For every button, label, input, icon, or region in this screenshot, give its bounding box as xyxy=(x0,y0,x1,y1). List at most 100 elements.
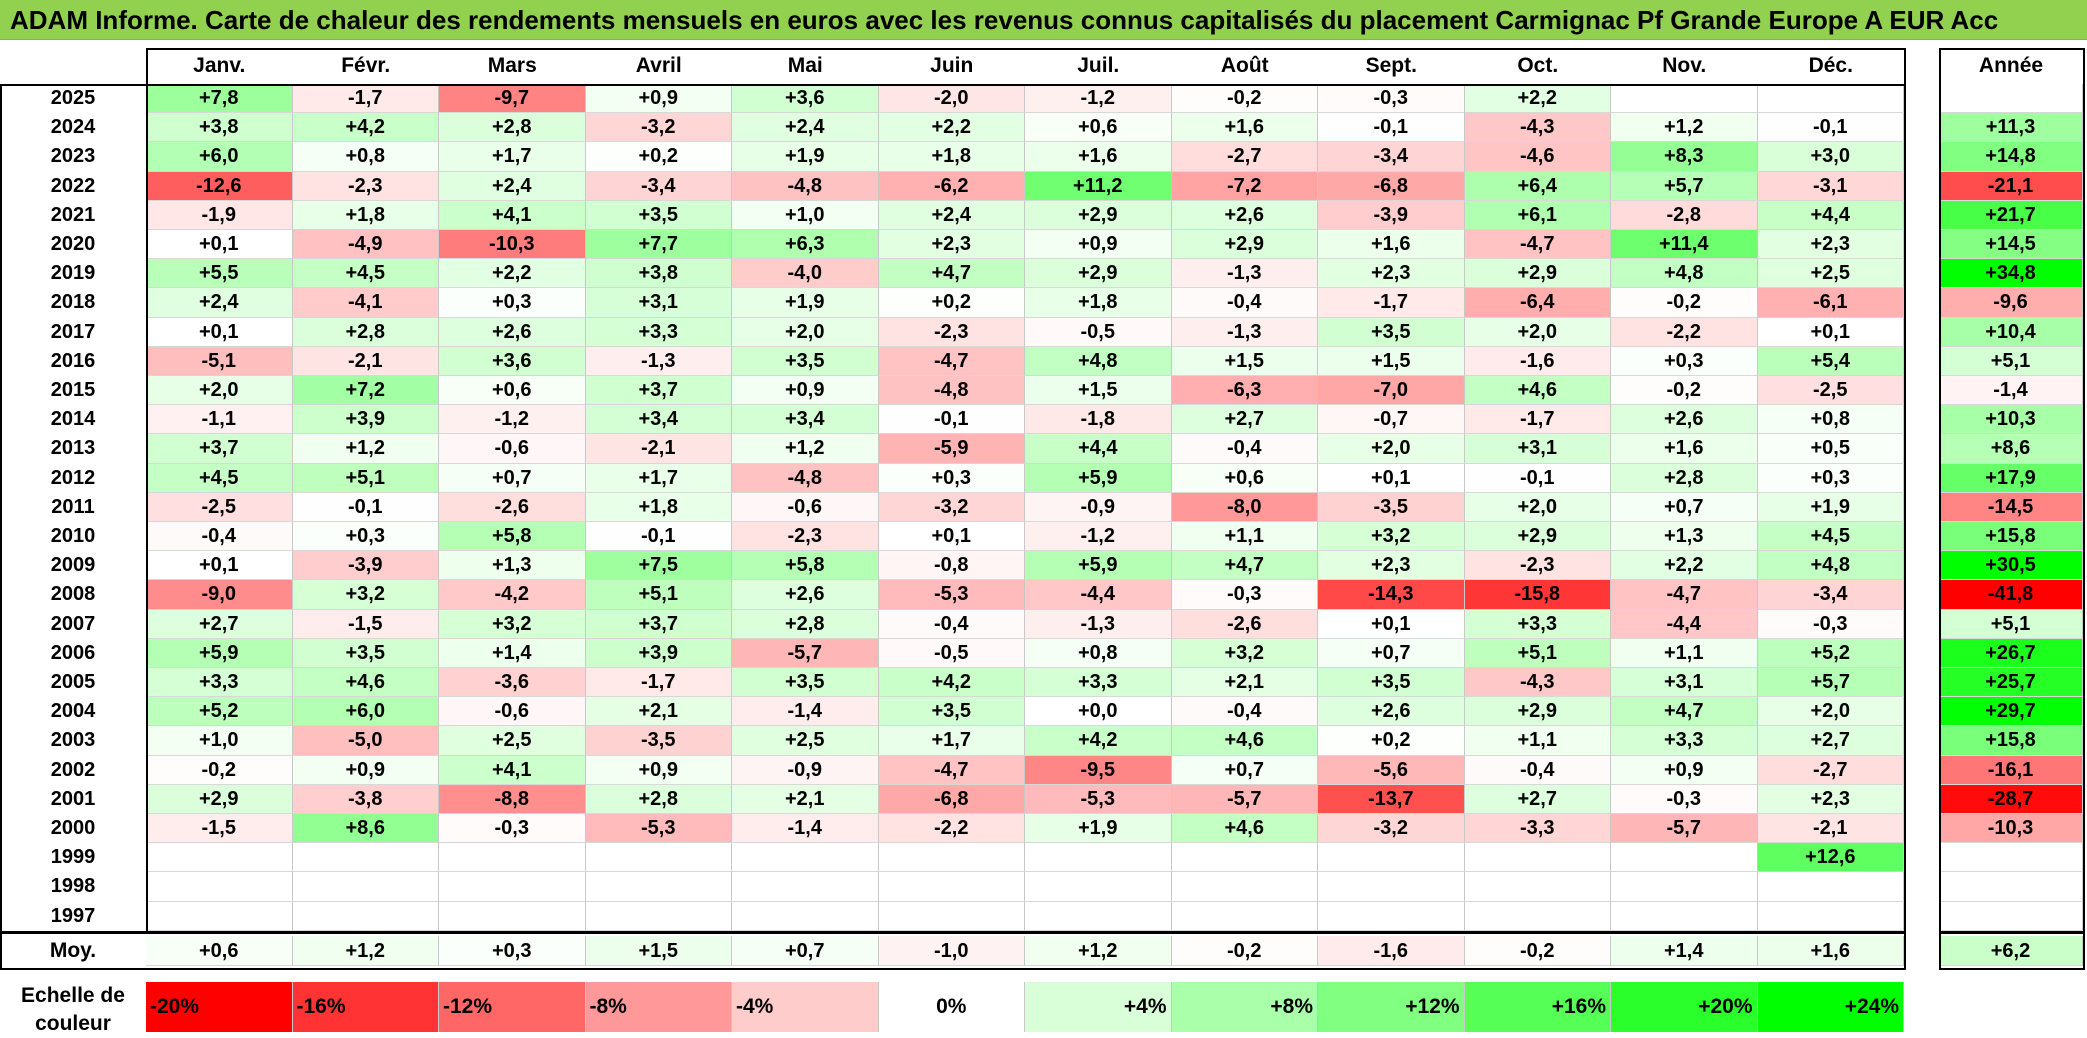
heatmap-cell: -2,1 xyxy=(1757,814,1904,844)
month-header: Août xyxy=(1220,54,1269,77)
heatmap-cell: +0,9 xyxy=(732,376,879,406)
annual-cell: -41,8 xyxy=(1939,580,2083,610)
year-label: 2006 xyxy=(50,641,96,664)
heatmap-cell: +0,5 xyxy=(1757,434,1904,464)
heatmap-cell: +1,8 xyxy=(292,200,439,230)
year-label: 2013 xyxy=(50,437,96,460)
heatmap-cell: -1,7 xyxy=(1464,405,1611,435)
heatmap-cell: +12,6 xyxy=(1757,843,1904,873)
heatmap-cell: -1,3 xyxy=(1171,317,1318,347)
heatmap-cell: +2,6 xyxy=(1318,697,1465,727)
heatmap-cell: +0,7 xyxy=(1611,492,1758,522)
year-label: 2000 xyxy=(50,817,96,839)
annual-cell: -10,3 xyxy=(1939,814,2083,844)
month-header: Oct. xyxy=(1517,54,1559,77)
heatmap-cell: +3,0 xyxy=(1757,142,1904,172)
heatmap-cell: +1,9 xyxy=(732,288,879,318)
heatmap-cell: +5,8 xyxy=(439,522,586,552)
heatmap-cell xyxy=(732,843,879,873)
heatmap-cell: -2,6 xyxy=(439,492,586,522)
heatmap-cell: -13,7 xyxy=(1318,784,1465,814)
heatmap-cell: +1,5 xyxy=(1025,376,1172,406)
heatmap-cell: +3,9 xyxy=(585,638,732,668)
annual-cell: -21,1 xyxy=(1939,171,2083,201)
heatmap-cell: +4,6 xyxy=(1171,726,1318,756)
heatmap-cell: +3,7 xyxy=(585,376,732,406)
heatmap-cell: +4,7 xyxy=(1171,551,1318,581)
heatmap-cell: -1,5 xyxy=(146,814,293,844)
heatmap-cell: +3,7 xyxy=(146,434,293,464)
year-label: 2011 xyxy=(51,495,95,518)
heatmap-cell: +1,0 xyxy=(146,726,293,756)
annual-cell: +21,7 xyxy=(1939,200,2083,230)
heatmap-cell: +2,3 xyxy=(1757,230,1904,260)
heatmap-cell: +2,9 xyxy=(146,784,293,814)
heatmap-cell: +5,4 xyxy=(1757,346,1904,376)
heatmap-cell: +0,1 xyxy=(1318,609,1465,639)
heatmap-cell: +2,4 xyxy=(439,171,586,201)
heatmap-cell: +1,1 xyxy=(1171,522,1318,552)
heatmap-cell xyxy=(1025,843,1172,873)
heatmap-cell: -3,6 xyxy=(439,668,586,698)
heatmap-cell: -3,2 xyxy=(1318,814,1465,844)
heatmap-cell: +0,9 xyxy=(292,755,439,785)
heatmap-cell: +0,9 xyxy=(1611,755,1758,785)
heatmap-cell: -0,9 xyxy=(732,755,879,785)
heatmap-cell: +2,9 xyxy=(1464,522,1611,552)
heatmap-cell xyxy=(146,843,293,873)
heatmap-cell: -4,3 xyxy=(1464,113,1611,143)
month-header: Sept. xyxy=(1365,54,1417,77)
heatmap-cell: +1,7 xyxy=(585,463,732,493)
heatmap-cell: +0,6 xyxy=(1025,113,1172,143)
heatmap-cell: +2,6 xyxy=(1171,200,1318,230)
heatmap-cell: +5,2 xyxy=(1757,638,1904,668)
heatmap-cell: +1,7 xyxy=(439,142,586,172)
heatmap-cell: -8,0 xyxy=(1171,492,1318,522)
annual-cell xyxy=(1939,843,2083,873)
heatmap-cell: -0,4 xyxy=(1171,697,1318,727)
heatmap-cell: -0,2 xyxy=(146,755,293,785)
heatmap-cell: +1,0 xyxy=(732,200,879,230)
legend-label: Echelle de couleur xyxy=(21,984,125,1035)
heatmap-cell: -2,7 xyxy=(1757,755,1904,785)
heatmap-cell: +4,8 xyxy=(1611,259,1758,289)
annual-cell: +26,7 xyxy=(1939,638,2083,668)
heatmap-cell: +3,3 xyxy=(585,317,732,347)
heatmap-cell: +2,9 xyxy=(1464,697,1611,727)
heatmap-cell: +2,0 xyxy=(732,317,879,347)
heatmap-cell: +1,6 xyxy=(1611,434,1758,464)
heatmap-cell: -0,4 xyxy=(1464,755,1611,785)
annual-cell: +14,8 xyxy=(1939,142,2083,172)
heatmap-cell: +0,6 xyxy=(439,376,586,406)
heatmap-cell: -1,6 xyxy=(1464,346,1611,376)
heatmap-cell: -3,4 xyxy=(1318,142,1465,172)
month-header: Juin xyxy=(930,54,974,77)
heatmap-cell: +1,8 xyxy=(878,142,1025,172)
heatmap-cell: +7,8 xyxy=(146,84,293,114)
heatmap-cell: -2,3 xyxy=(878,317,1025,347)
legend-swatch: 0% xyxy=(878,982,1025,1032)
heatmap-cell: -5,3 xyxy=(1025,784,1172,814)
legend-swatch: +16% xyxy=(1464,982,1611,1032)
heatmap-cell: -1,7 xyxy=(292,84,439,114)
heatmap-cell: +2,2 xyxy=(439,259,586,289)
heatmap-cell: +3,3 xyxy=(146,668,293,698)
annual-cell: +11,3 xyxy=(1939,113,2083,143)
heatmap-cell xyxy=(1171,901,1318,931)
year-label: 2017 xyxy=(50,320,96,343)
heatmap-cell: +1,8 xyxy=(585,492,732,522)
year-label: 2022 xyxy=(50,174,96,197)
average-cell: -1,6 xyxy=(1318,936,1465,966)
heatmap-cell: +2,8 xyxy=(292,317,439,347)
average-cell: -1,0 xyxy=(878,936,1025,966)
heatmap-cell: -5,3 xyxy=(585,814,732,844)
heatmap-cell: +2,1 xyxy=(1171,668,1318,698)
heatmap-cell: -1,2 xyxy=(1025,84,1172,114)
heatmap-cell xyxy=(292,843,439,873)
heatmap-cell: +0,1 xyxy=(878,522,1025,552)
heatmap-cell: -0,8 xyxy=(878,551,1025,581)
heatmap-cell: +4,6 xyxy=(1464,376,1611,406)
heatmap-cell: +4,6 xyxy=(292,668,439,698)
heatmap-cell: -2,2 xyxy=(1611,317,1758,347)
month-header: Mai xyxy=(787,54,823,77)
